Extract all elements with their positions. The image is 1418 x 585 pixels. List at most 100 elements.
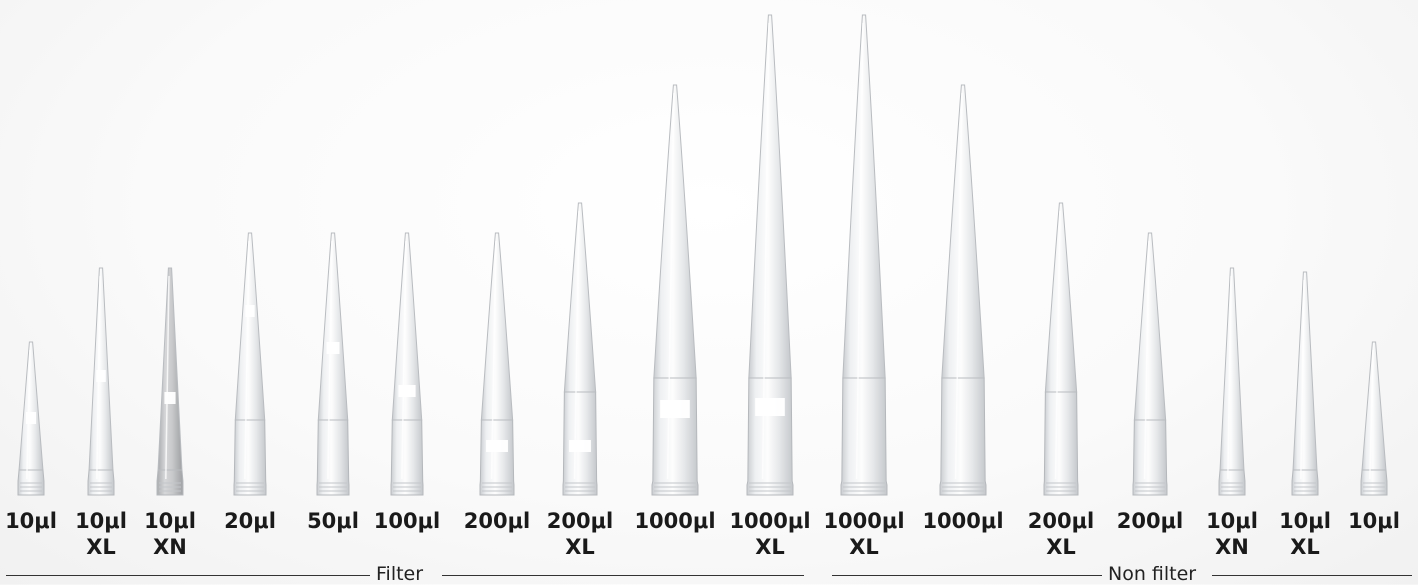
tip-collar [479,419,515,496]
tip-size: 10μl [5,509,57,533]
tip-label: 200μl XL [1016,508,1106,560]
tip-highlight [165,275,170,480]
tip-highlight [954,92,963,480]
tip-label: 1000μl XL [725,508,815,560]
pipette-tip-10 [746,14,794,496]
filter-band [25,412,37,424]
tip-size: 10μl [1348,509,1400,533]
tip-label: 200μl [452,508,542,534]
tip-size: 100μl [373,509,441,533]
tip-highlight [1227,275,1232,480]
tip-cone [653,84,697,379]
tip-label: 20μl [205,508,295,534]
tip-size: 200μl [1116,509,1184,533]
tip-cone [18,341,44,471]
tip-collar [1132,419,1168,496]
tip-highlight [327,240,333,480]
pipette-tip-15 [1218,267,1246,496]
tip-cone [563,202,597,393]
tip-cone [234,232,266,421]
tip-size: 10μl [144,509,196,533]
pipette-tip-5 [316,232,350,496]
tip-label: 200μl [1105,508,1195,534]
pipette-tip-2 [87,267,115,496]
tip-label: 10μl XL [56,508,146,560]
tip-highlight [1300,279,1305,480]
pipette-tip-6 [390,232,424,496]
tip-highlight [1143,240,1150,480]
tip-collar [316,419,350,496]
tip-cone [1361,341,1387,471]
tip-size: 10μl [1206,509,1258,533]
pipette-tip-14 [1132,232,1168,496]
tip-size: 1000μl [634,509,716,533]
tip-label: 10μl XL [1260,508,1350,560]
tip-highlight [855,22,864,480]
tip-highlight [1369,349,1374,480]
tip-size: 50μl [307,509,359,533]
tip-cone [842,14,886,379]
tip-label: 10μl [0,508,76,534]
nonfilter-rule-left [832,575,1102,576]
tip-cone [88,267,114,471]
tip-variant: XL [1290,535,1320,559]
tip-collar [939,377,987,496]
tip-cone [1219,267,1245,471]
tip-collar [233,419,267,496]
tip-label: 50μl [288,508,378,534]
tip-cone [1044,202,1078,393]
tip-variant: XN [1215,535,1249,559]
tip-size: 200μl [546,509,614,533]
tip-cone [391,232,423,421]
tip-label: 200μl XL [535,508,625,560]
tip-collar [1043,391,1079,496]
tip-variant: XL [1046,535,1076,559]
tip-label: 10μl XN [1187,508,1277,560]
pipette-tip-4 [233,232,267,496]
tip-size: 200μl [463,509,531,533]
tip-variant: XN [153,535,187,559]
pipette-tip-13 [1043,202,1079,496]
tip-highlight [1054,210,1061,480]
tip-cone [941,84,985,379]
tip-collar [651,377,699,496]
filter-band [569,440,591,452]
filter-band [398,385,416,397]
tip-cone [748,14,792,379]
tip-collar [840,377,888,496]
tip-highlight [401,240,407,480]
tip-variant: XL [86,535,116,559]
pipette-tip-3 [156,267,184,496]
tip-size: 1000μl [922,509,1004,533]
tip-size: 10μl [75,509,127,533]
pipette-tip-17 [1360,341,1388,496]
pipette-tip-1 [17,341,45,496]
filter-band [755,398,785,416]
pipette-tip-9 [651,84,699,496]
tip-cone [480,232,514,421]
tip-size: 1000μl [729,509,811,533]
tip-size: 20μl [224,509,276,533]
tip-size: 200μl [1027,509,1095,533]
tip-label: 10μl XN [125,508,215,560]
tip-label: 100μl [362,508,452,534]
tip-collar [390,419,424,496]
tip-cone [1133,232,1167,421]
filter-band [245,305,255,317]
pipette-tip-8 [562,202,598,496]
tip-collar [746,377,794,496]
tip-cone [157,267,183,471]
pipette-tip-11 [840,14,888,496]
filter-band [486,440,508,452]
filter-group-label: Filter [376,563,424,585]
tip-label: 1000μl XL [819,508,909,560]
tip-variant: XL [849,535,879,559]
tip-cone [1292,271,1318,471]
tip-label: 10μl [1329,508,1418,534]
tip-highlight [490,240,497,480]
tip-label: 1000μl [630,508,720,534]
tip-highlight [573,210,580,480]
tip-cone [317,232,349,421]
